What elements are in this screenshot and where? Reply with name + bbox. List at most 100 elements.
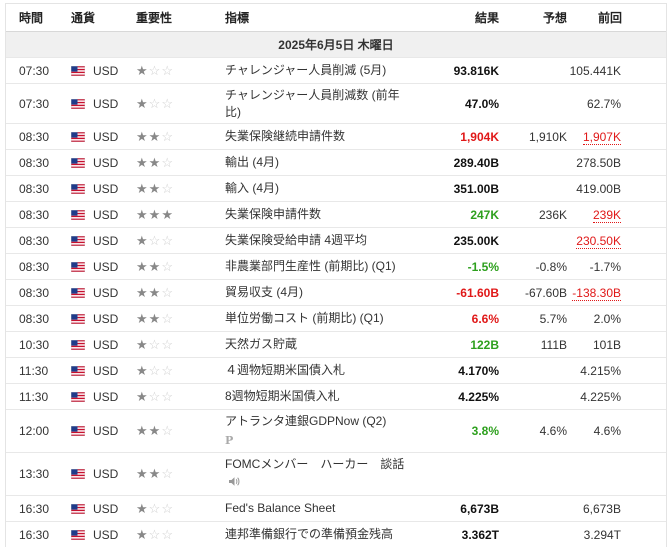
event-row[interactable]: 12:00 USD ★★☆ アトランタ連銀GDPNow (Q2) P 3.8% 4.6% 4.… — [6, 409, 666, 453]
currency-code: USD — [93, 207, 119, 222]
event-row[interactable]: 11:30 USD ★☆☆ 8週物短期米国債入札 4.225% 4.225% — [6, 383, 666, 410]
previous-cell: 62.7% — [567, 83, 666, 124]
us-flag-icon — [70, 209, 86, 220]
speaker-icon[interactable] — [228, 475, 240, 492]
previous-value[interactable]: -138.30B — [572, 285, 621, 301]
header-time[interactable]: 時間 — [6, 4, 71, 32]
star-empty-icon: ☆ — [148, 526, 162, 542]
event-cell[interactable]: アトランタ連銀GDPNow (Q2) P — [225, 409, 415, 453]
event-row[interactable]: 11:30 USD ★☆☆ ４週物短期米国債入札 4.170% 4.215% — [6, 357, 666, 384]
actual-cell: -1.5% — [415, 253, 499, 280]
importance-stars: ★★☆ — [136, 175, 225, 202]
actual-value: 3.8% — [471, 424, 499, 438]
currency-code: USD — [93, 467, 119, 481]
star-filled-icon: ★ — [148, 180, 162, 196]
currency-cell: USD — [70, 123, 136, 150]
previous-value: 101B — [592, 337, 621, 352]
currency-cell: USD — [70, 175, 136, 202]
event-name[interactable]: 輸入 (4月) — [225, 181, 280, 195]
event-name[interactable]: 失業保険継続申請件数 — [225, 129, 346, 143]
currency-cell: USD — [70, 409, 136, 453]
actual-cell: 235.00K — [415, 227, 499, 254]
event-cell[interactable]: 貿易収支 (4月) — [225, 279, 415, 306]
event-name[interactable]: チャレンジャー人員削減数 (前年比) — [225, 87, 400, 119]
event-cell[interactable]: FOMCメンバー ハーカー 談話 — [225, 452, 415, 496]
event-row[interactable]: 08:30 USD ★★☆ 失業保険継続申請件数 1,904K 1,910K 1,907K — [6, 123, 666, 150]
header-forecast[interactable]: 予想 — [499, 4, 567, 32]
event-row[interactable]: 16:30 USD ★☆☆ Fed's Balance Sheet 6,673B 6,67… — [6, 495, 666, 522]
header-previous[interactable]: 前回 — [567, 4, 666, 32]
previous-value[interactable]: 1,907K — [582, 129, 621, 145]
event-cell[interactable]: 輸入 (4月) — [225, 175, 415, 202]
importance-stars: ★☆☆ — [136, 357, 225, 384]
previous-cell: 105.441K — [567, 57, 666, 84]
event-cell[interactable]: チャレンジャー人員削減 (5月) — [225, 57, 415, 84]
previous-value[interactable]: 239K — [592, 207, 621, 223]
event-row[interactable]: 08:30 USD ★★★ 失業保険申請件数 247K 236K 239K — [6, 201, 666, 228]
forecast-value: 5.7% — [539, 311, 567, 326]
event-name[interactable]: 連邦準備銀行での準備預金残高 — [225, 527, 394, 541]
event-cell[interactable]: ４週物短期米国債入札 — [225, 357, 415, 384]
forecast-cell — [499, 227, 567, 254]
header-event[interactable]: 指標 — [225, 4, 415, 32]
us-flag-icon — [70, 65, 86, 76]
event-row[interactable]: 07:30 USD ★☆☆ チャレンジャー人員削減数 (前年比) 47.0% 62.7% — [6, 83, 666, 124]
star-filled-icon: ★ — [161, 206, 174, 222]
star-filled-icon: ★ — [136, 500, 149, 516]
importance-stars: ★☆☆ — [136, 331, 225, 358]
event-name[interactable]: 貿易収支 (4月) — [225, 285, 304, 299]
header-importance[interactable]: 重要性 — [136, 4, 225, 32]
event-row[interactable]: 10:30 USD ★☆☆ 天然ガス貯蔵 122B 111B 101B — [6, 331, 666, 358]
actual-value: 47.0% — [464, 96, 499, 111]
header-currency[interactable]: 通貨 — [71, 4, 136, 32]
currency-code: USD — [93, 363, 119, 378]
event-name[interactable]: 天然ガス貯蔵 — [225, 337, 298, 351]
event-cell[interactable]: チャレンジャー人員削減数 (前年比) — [225, 83, 415, 124]
event-time: 10:30 — [6, 331, 71, 358]
event-name[interactable]: チャレンジャー人員削減 (5月) — [225, 63, 387, 77]
previous-cell: 4.6% — [567, 409, 666, 453]
forecast-value: 236K — [538, 207, 567, 222]
header-actual[interactable]: 結果 — [415, 4, 499, 32]
event-row[interactable]: 07:30 USD ★☆☆ チャレンジャー人員削減 (5月) 93.816K 105.44… — [6, 57, 666, 84]
event-cell[interactable]: 単位労働コスト (前期比) (Q1) — [225, 305, 415, 332]
event-name[interactable]: 輸出 (4月) — [225, 155, 280, 169]
event-row[interactable]: 08:30 USD ★★☆ 単位労働コスト (前期比) (Q1) 6.6% 5.7% 2.0… — [6, 305, 666, 332]
us-flag-icon — [70, 313, 86, 324]
event-cell[interactable]: 失業保険受給申請 4週平均 — [225, 227, 415, 254]
event-row[interactable]: 08:30 USD ★★☆ 輸入 (4月) 351.00B 419.00B — [6, 175, 666, 202]
event-name[interactable]: アトランタ連銀GDPNow (Q2) — [225, 414, 387, 428]
previous-value[interactable]: 230.50K — [576, 233, 621, 249]
event-row[interactable]: 08:30 USD ★★☆ 輸出 (4月) 289.40B 278.50B — [6, 149, 666, 176]
event-row[interactable]: 08:30 USD ★☆☆ 失業保険受給申請 4週平均 235.00K 230.50K — [6, 227, 666, 254]
actual-cell: 289.40B — [415, 149, 499, 176]
forecast-cell — [499, 175, 567, 202]
event-row[interactable]: 13:30 USD ★★☆ FOMCメンバー ハーカー 談話 — [6, 452, 666, 496]
star-filled-icon: ★ — [136, 128, 149, 144]
event-cell[interactable]: 連邦準備銀行での準備預金残高 — [225, 521, 415, 547]
event-cell[interactable]: 失業保険申請件数 — [225, 201, 415, 228]
event-cell[interactable]: 失業保険継続申請件数 — [225, 123, 415, 150]
event-name[interactable]: ４週物短期米国債入札 — [225, 363, 346, 377]
us-flag-icon — [70, 98, 86, 109]
event-row[interactable]: 08:30 USD ★★☆ 貿易収支 (4月) -61.60B -67.60B -138.3… — [6, 279, 666, 306]
event-cell[interactable]: Fed's Balance Sheet — [225, 495, 415, 522]
event-name[interactable]: 単位労働コスト (前期比) (Q1) — [225, 311, 384, 325]
event-cell[interactable]: 輸出 (4月) — [225, 149, 415, 176]
event-name[interactable]: FOMCメンバー ハーカー 談話 — [225, 457, 405, 471]
event-name[interactable]: 8週物短期米国債入札 — [225, 389, 340, 403]
event-name[interactable]: 失業保険受給申請 4週平均 — [225, 233, 368, 247]
forecast-cell: 236K — [499, 201, 567, 228]
currency-cell: USD — [70, 253, 136, 280]
event-name[interactable]: Fed's Balance Sheet — [225, 501, 336, 515]
event-cell[interactable]: 天然ガス貯蔵 — [225, 331, 415, 358]
event-row[interactable]: 16:30 USD ★☆☆ 連邦準備銀行での準備預金残高 3.362T 3.294T — [6, 521, 666, 547]
star-filled-icon: ★ — [136, 154, 149, 170]
event-name[interactable]: 失業保険申請件数 — [225, 207, 322, 221]
event-cell[interactable]: 8週物短期米国債入札 — [225, 383, 415, 410]
event-name[interactable]: 非農業部門生産性 (前期比) (Q1) — [225, 259, 396, 273]
event-row[interactable]: 08:30 USD ★★☆ 非農業部門生産性 (前期比) (Q1) -1.5% -0.8%… — [6, 253, 666, 280]
star-filled-icon: ★ — [136, 95, 149, 111]
previous-value: 419.00B — [576, 181, 621, 196]
event-cell[interactable]: 非農業部門生産性 (前期比) (Q1) — [225, 253, 415, 280]
